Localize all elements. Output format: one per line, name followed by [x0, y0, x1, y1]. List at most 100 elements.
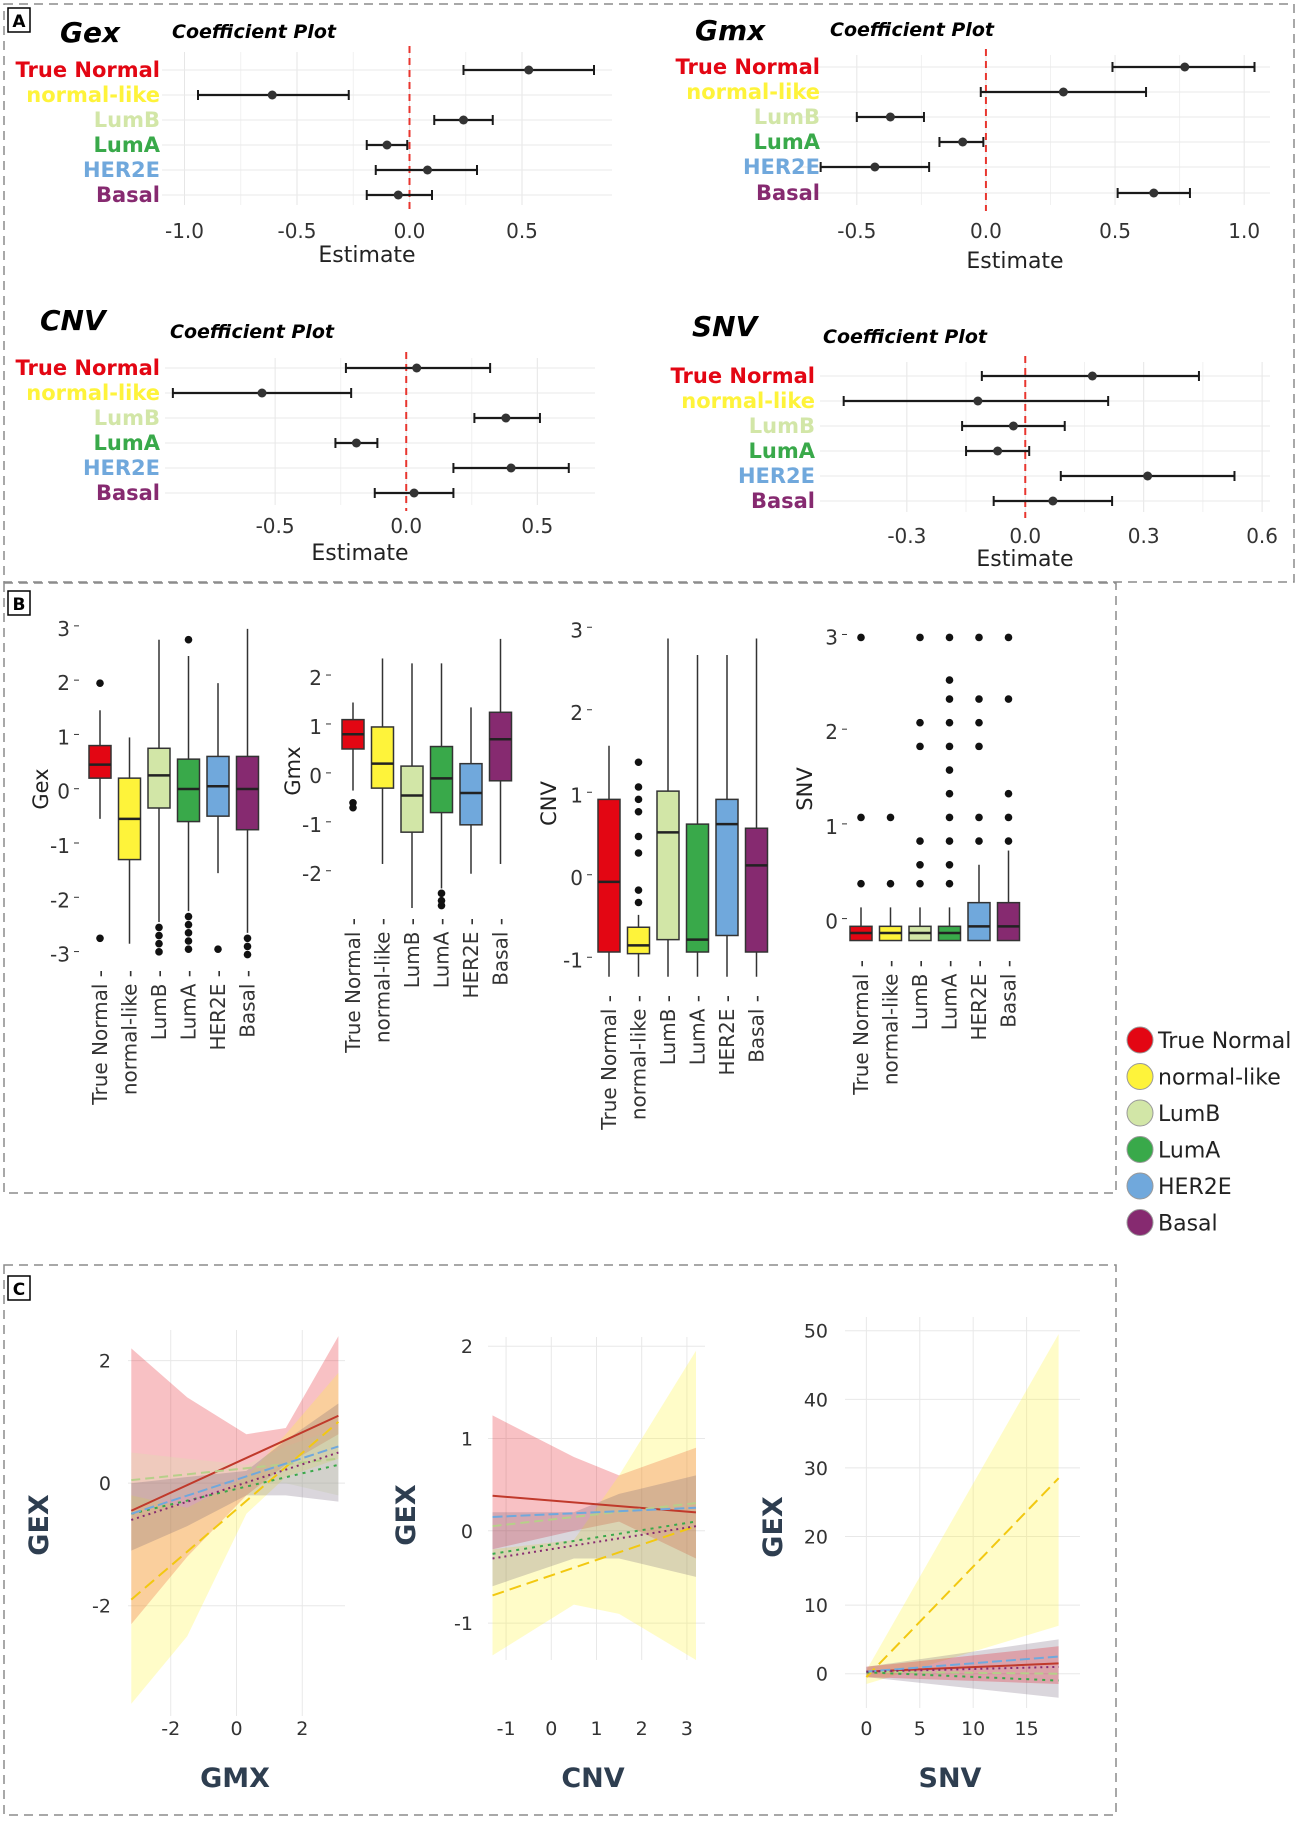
legend-label: HER2E	[1158, 1175, 1232, 1200]
outlier-point	[184, 635, 193, 644]
y-tick-label: 3	[57, 617, 70, 641]
category-label: True Normal	[676, 55, 821, 79]
fit-line-normal-like	[130, 1421, 340, 1601]
estimate-point	[524, 65, 534, 75]
x-category-label: normal-like -	[879, 960, 903, 1085]
outlier-point	[945, 837, 954, 845]
outlier-point	[945, 676, 954, 684]
outlier-point	[96, 934, 104, 943]
box-basal	[996, 901, 1021, 942]
y-tick-label: -1	[454, 1613, 473, 1635]
estimate-point	[506, 463, 516, 473]
legend-label: normal-like	[1158, 1066, 1281, 1091]
box-lumb	[147, 747, 171, 809]
outlier-point	[184, 937, 193, 945]
outlier-point	[1004, 633, 1013, 642]
y-tick-label: 3	[570, 618, 583, 642]
y-tick-label: 30	[804, 1458, 828, 1480]
box-lumb	[656, 790, 680, 941]
fit-line-her2e	[130, 1445, 339, 1515]
x-tick-label: -0.5	[277, 219, 316, 243]
estimate-point	[267, 90, 277, 100]
category-label: LumB	[749, 414, 815, 438]
outlier-point	[916, 718, 924, 727]
panel-b-label: B	[13, 595, 26, 615]
x-category-label: Basal -	[997, 960, 1021, 1028]
y-axis-label: GEX	[391, 1484, 422, 1546]
outlier-point	[975, 633, 983, 642]
estimate-point	[870, 162, 880, 172]
y-tick-label: 2	[57, 671, 70, 695]
coef-plot-subtitle: Coefficient Plot	[172, 21, 337, 43]
category-label: normal-like	[681, 389, 815, 413]
outlier-point	[634, 832, 643, 841]
outlier-point	[916, 837, 924, 845]
x-tick-label: 0.5	[521, 514, 553, 538]
outlier-point	[634, 795, 643, 804]
category-label: normal-like	[686, 80, 820, 104]
fit-line-luma	[492, 1520, 697, 1555]
panel-c-label: C	[13, 1280, 25, 1300]
confidence-band-normal-like	[492, 1350, 696, 1660]
x-category-label: HER2E -	[206, 970, 230, 1051]
panel-a-label-box	[7, 7, 31, 33]
y-tick-label: -1	[302, 813, 322, 837]
y-tick-label: -3	[50, 943, 70, 967]
x-tick-label: 0	[230, 1718, 242, 1740]
x-axis-label: Estimate	[311, 541, 408, 566]
estimate-point	[409, 488, 419, 498]
x-category-label: normal-like -	[627, 995, 651, 1120]
y-tick-label: -2	[50, 888, 70, 912]
y-tick-label: 3	[825, 625, 838, 649]
box-basal	[488, 711, 513, 782]
legend-label: LumA	[1158, 1139, 1220, 1164]
y-tick-label: 0	[570, 866, 583, 890]
y-tick-label: 2	[309, 666, 322, 690]
x-category-label: HER2E -	[715, 995, 739, 1076]
outlier-point	[155, 939, 163, 948]
outlier-point	[1004, 813, 1013, 822]
box-luma	[685, 823, 710, 953]
y-tick-label: 2	[570, 701, 583, 725]
outlier-point	[96, 679, 104, 687]
box-lumb	[400, 765, 424, 833]
coef-plot-subtitle: Coefficient Plot	[830, 19, 995, 41]
box-normal-like	[626, 926, 651, 955]
x-category-label: True Normal -	[341, 918, 365, 1054]
x-axis-label: Estimate	[976, 547, 1073, 572]
estimate-point	[1048, 496, 1058, 506]
coef-plot-title: CNV	[40, 304, 108, 337]
estimate-point	[1149, 188, 1159, 198]
category-label: Basal	[751, 489, 815, 513]
legend-swatch-her2e	[1126, 1172, 1154, 1200]
x-tick-label: 0	[860, 1718, 872, 1740]
category-label: Basal	[96, 481, 160, 505]
x-category-label: LumB -	[656, 995, 680, 1065]
legend-swatch-lumb	[1126, 1099, 1154, 1127]
x-tick-label: 1.0	[1228, 219, 1260, 243]
estimate-point	[1180, 62, 1190, 72]
outlier-point	[945, 718, 954, 727]
y-tick-label: 1	[825, 815, 838, 839]
category-label: True Normal	[671, 364, 816, 388]
outlier-point	[1004, 789, 1013, 798]
x-axis-label: CNV	[561, 1763, 624, 1794]
x-category-label: LumA -	[686, 995, 710, 1065]
coef-plot-title: SNV	[692, 310, 760, 343]
category-label: HER2E	[83, 456, 160, 480]
panel-c-label-box	[7, 1275, 31, 1301]
x-category-label: LumA -	[177, 970, 201, 1040]
category-label: LumA	[754, 130, 821, 154]
y-tick-label: 1	[309, 715, 322, 739]
estimate-point	[257, 388, 267, 398]
y-axis-label: GEX	[24, 1494, 55, 1556]
fit-line-basal	[866, 1665, 1059, 1673]
panel-b-frame	[3, 582, 1117, 1194]
x-tick-label: 0.0	[970, 219, 1002, 243]
box-her2e	[967, 901, 991, 942]
outlier-point	[184, 929, 193, 937]
category-label: Basal	[96, 183, 160, 207]
outlier-point	[634, 758, 643, 767]
legend-label: LumB	[1158, 1102, 1220, 1127]
